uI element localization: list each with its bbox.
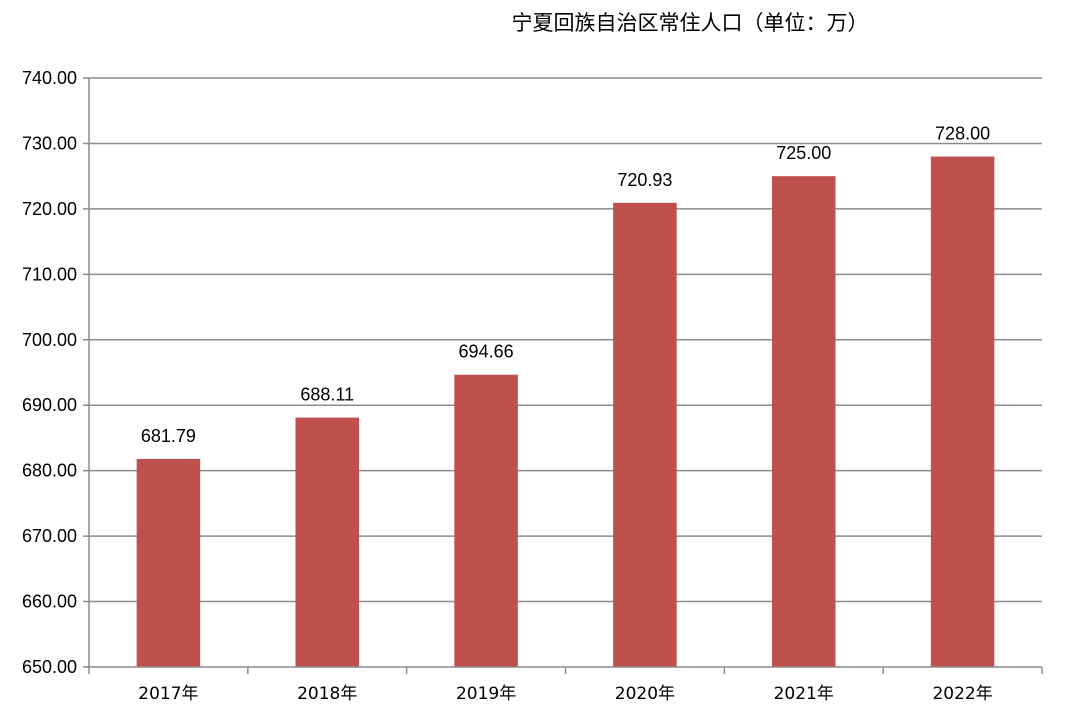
y-tick-label: 700.00 bbox=[22, 330, 77, 350]
data-labels: 681.79 688.11 694.66 720.93 725.00 728.00 bbox=[141, 124, 990, 446]
x-tick-label: 2021年 bbox=[774, 684, 834, 704]
data-label: 688.11 bbox=[300, 385, 354, 405]
y-tick-label: 660.00 bbox=[22, 592, 77, 612]
bar bbox=[136, 458, 201, 667]
y-axis-tick-labels: 650.00 660.00 670.00 680.00 690.00 700.00 710.… bbox=[22, 68, 77, 677]
y-tick-label: 680.00 bbox=[22, 461, 77, 481]
bars bbox=[136, 156, 995, 668]
x-tick-label: 2018年 bbox=[297, 684, 357, 704]
x-tick-label: 2020年 bbox=[615, 684, 675, 704]
data-label: 681.79 bbox=[141, 426, 196, 446]
y-tick-label: 730.00 bbox=[22, 133, 77, 153]
axes bbox=[83, 78, 1043, 674]
data-label: 728.00 bbox=[935, 124, 990, 144]
chart-title: 宁夏回族自治区常住人口（单位：万） bbox=[512, 11, 869, 35]
y-tick-label: 690.00 bbox=[22, 395, 77, 415]
x-tick-label: 2022年 bbox=[932, 684, 992, 704]
y-tick-label: 650.00 bbox=[22, 657, 77, 677]
y-tick-label: 720.00 bbox=[22, 199, 77, 219]
data-label: 720.93 bbox=[617, 170, 672, 190]
data-label: 694.66 bbox=[459, 342, 514, 362]
data-label: 725.00 bbox=[776, 143, 831, 163]
bar bbox=[295, 417, 360, 667]
bar bbox=[930, 156, 995, 668]
bar bbox=[613, 202, 677, 667]
y-tick-label: 670.00 bbox=[22, 526, 77, 546]
bar bbox=[771, 176, 836, 667]
y-tick-label: 740.00 bbox=[22, 68, 77, 88]
gridlines bbox=[83, 77, 1042, 603]
x-axis-tick-labels: 2017年 2018年 2019年 2020年 2021年 2022年 bbox=[138, 684, 992, 704]
x-tick-label: 2017年 bbox=[138, 684, 198, 704]
bar bbox=[454, 374, 518, 667]
y-tick-label: 710.00 bbox=[22, 264, 77, 284]
x-tick-label: 2019年 bbox=[456, 684, 516, 704]
